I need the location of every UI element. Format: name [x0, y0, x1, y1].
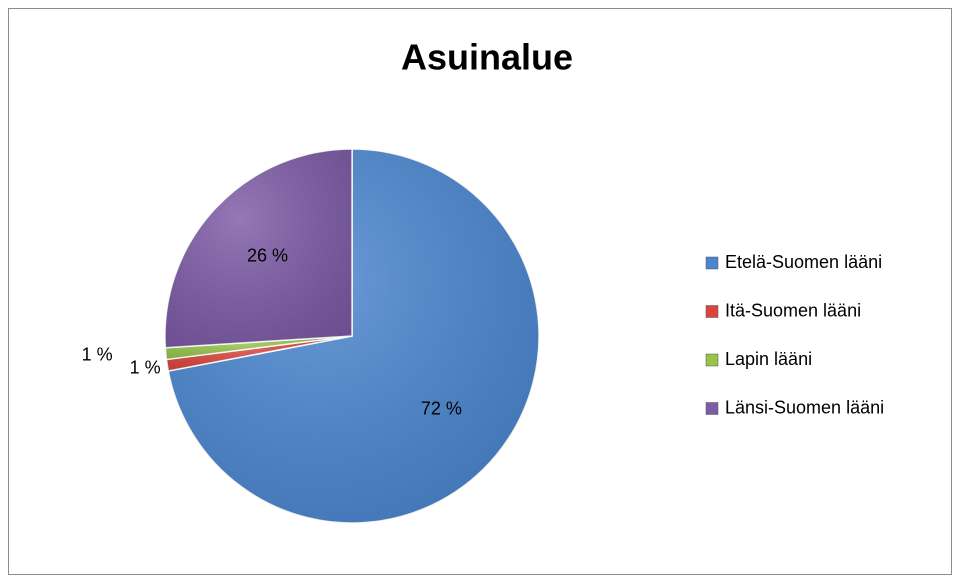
chart-title: Asuinalue [401, 37, 573, 78]
legend-swatch [705, 402, 719, 415]
data-label: 26 % [247, 245, 288, 265]
legend-label: Etelä-Suomen lääni [725, 252, 882, 272]
legend-swatch [705, 305, 719, 318]
legend-label: Itä-Suomen lääni [725, 300, 861, 320]
data-label: 72 % [421, 399, 462, 419]
legend-label: Länsi-Suomen lääni [725, 397, 884, 417]
data-label: 1 % [82, 344, 113, 364]
legend-swatch [705, 353, 719, 367]
legend-swatch [705, 256, 719, 270]
legend-label: Lapin lääni [725, 349, 812, 369]
data-label: 1 % [130, 358, 161, 378]
